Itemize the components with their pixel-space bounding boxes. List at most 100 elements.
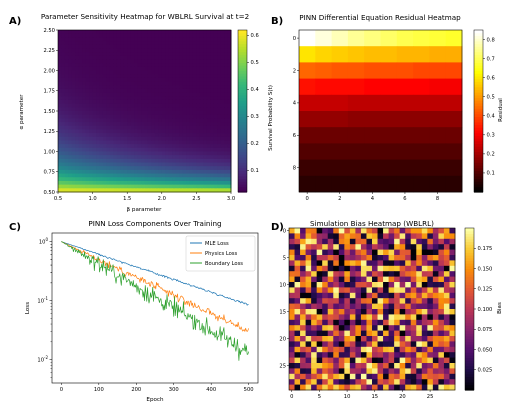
panel-d-cell	[366, 255, 373, 261]
panel-a-cell	[224, 166, 229, 171]
panel-a-cell	[116, 169, 121, 175]
panel-d-cell	[338, 336, 345, 342]
panel-a-colorbar-cell	[238, 67, 247, 72]
panel-a-cell	[58, 107, 62, 112]
panel-a-cell	[109, 77, 114, 83]
panel-b-cell	[347, 175, 365, 193]
panel-a-cell	[227, 140, 232, 145]
panel-d-cell	[327, 373, 334, 380]
panel-a-cell	[182, 70, 187, 75]
panel-a-colorbar-cell	[238, 181, 247, 185]
panel-b-colorbar-cell	[474, 81, 483, 85]
panel-d-cell	[344, 303, 351, 310]
panel-d-frame	[288, 227, 456, 391]
panel-a-cell	[144, 103, 149, 108]
panel-a-cell	[116, 136, 121, 141]
panel-a-cell	[120, 55, 125, 60]
panel-a-cell	[227, 74, 232, 79]
panel-d-cell	[311, 352, 318, 358]
panel-a-cell	[85, 118, 90, 123]
panel-a-cell	[224, 48, 229, 53]
panel-a-cell	[58, 129, 62, 134]
panel-d-cell	[355, 260, 362, 267]
panel-a-cell	[85, 37, 90, 42]
panel-a-cell	[96, 37, 101, 42]
panel-d-cell	[427, 303, 434, 310]
panel-d-cell	[294, 330, 301, 337]
panel-d-cell	[305, 357, 312, 364]
panel-a-cell	[217, 59, 222, 64]
panel-d-cell	[377, 238, 384, 245]
panel-b-cell	[315, 127, 332, 144]
panel-d-x-tick-label: 10	[344, 394, 351, 400]
panel-d-cell	[289, 363, 295, 369]
panel-a-cell	[68, 166, 73, 171]
panel-b-colorbar-cell	[474, 135, 483, 139]
panel-a-cell	[220, 107, 225, 112]
panel-d-cell	[410, 233, 417, 240]
panel-d-cell	[443, 357, 450, 364]
panel-a-cell	[89, 158, 94, 164]
panel-a-cell	[85, 52, 90, 57]
panel-a-cell	[130, 184, 135, 189]
panel-a-cell	[217, 77, 222, 83]
panel-a-cell	[127, 66, 132, 71]
panel-d-cell	[349, 303, 356, 310]
panel-d-cell	[349, 373, 356, 380]
panel-d-cell	[300, 233, 306, 240]
panel-c-x-tick-label: 0	[60, 387, 63, 393]
panel-a-cell	[227, 184, 232, 189]
panel-b-y-tick-label: 2	[293, 68, 296, 74]
panel-a-cell	[137, 55, 142, 60]
panel-d-cell	[327, 265, 334, 272]
panel-a-cell	[96, 44, 101, 49]
panel-a-cell	[144, 33, 149, 38]
panel-a-cell	[217, 133, 222, 138]
panel-a-colorbar-cell	[238, 170, 247, 174]
panel-d-cell	[300, 287, 306, 294]
panel-a-cell	[96, 140, 101, 145]
panel-a-cell	[172, 55, 177, 60]
panel-d-cell	[349, 287, 356, 294]
panel-d-cell	[300, 357, 306, 364]
panel-a-cell	[224, 133, 229, 138]
panel-a-cell	[106, 99, 111, 105]
panel-a-cell	[64, 44, 69, 49]
panel-d-cell	[377, 379, 384, 385]
panel-a-cell	[217, 99, 222, 105]
panel-d-cell	[372, 244, 378, 250]
panel-a-cell	[210, 140, 215, 145]
panel-a-cell	[165, 81, 170, 86]
panel-a-cell	[210, 44, 215, 49]
panel-a-cell	[175, 111, 180, 116]
panel-a-colorbar-tick-label: 0.4	[251, 87, 260, 93]
panel-a-cell	[172, 180, 177, 186]
panel-b-cell	[315, 62, 332, 79]
panel-a-cell	[75, 151, 80, 156]
panel-a-cell	[127, 92, 132, 97]
panel-a-cell	[179, 169, 184, 175]
panel-d-cell	[383, 298, 389, 304]
panel-a-cell	[192, 37, 197, 42]
panel-d-cell	[416, 330, 423, 337]
panel-d-cell	[322, 325, 329, 331]
panel-d-cell	[305, 244, 312, 250]
panel-c-x-tick-label: 300	[169, 387, 179, 393]
panel-d-cell	[338, 346, 345, 353]
panel-a-cell	[78, 140, 83, 145]
panel-d-cell	[405, 287, 412, 294]
panel-a-cell	[175, 59, 180, 64]
panel-a-cell	[99, 103, 104, 108]
panel-a-cell	[85, 188, 90, 193]
panel-a-cell	[113, 166, 118, 171]
panel-a-cell	[151, 136, 156, 141]
panel-a-cell	[224, 188, 229, 193]
panel-d-cell	[338, 265, 345, 272]
panel-a-cell	[203, 66, 208, 71]
panel-a-cell	[151, 140, 156, 145]
panel-d-cell	[327, 287, 334, 294]
panel-a-colorbar-tick-label: 0.6	[251, 33, 259, 39]
panel-d-colorbar-cell	[465, 228, 474, 232]
panel-a-cell	[58, 41, 62, 46]
